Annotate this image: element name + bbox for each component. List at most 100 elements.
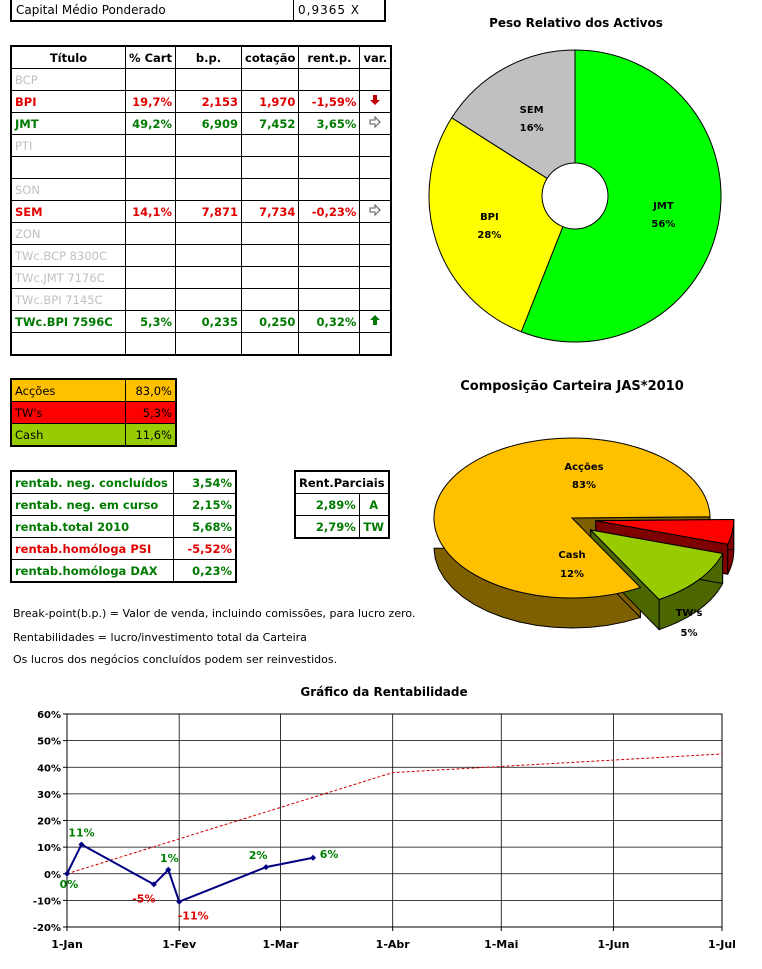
pie2-slice-value: 83% [572,480,596,491]
pie2-slice [589,529,724,601]
titles-header-row: Título % Cart b.p. cotação rent.p. var. [10,45,392,69]
data-point-marker [150,881,157,888]
title-name: SEM [10,200,126,223]
title-var [359,112,392,135]
partial-row: 2,89% A [294,493,390,516]
titles-row: BCP [10,68,392,91]
partial-tag: A [358,493,390,516]
y-tick-label: 40% [37,763,61,774]
titles-row: TWc.BPI 7145C [10,288,392,311]
composition-table: Acções 83,0% TW's 5,3% Cash 11,6% [10,378,177,447]
arrow-right-icon [369,203,381,217]
composition-value: 83,0% [125,378,177,402]
pie1-slice [451,49,576,180]
x-tick-label: 1-Fev [162,938,197,951]
pie1-slice-value: 28% [477,230,501,241]
titles-row: BPI 19,7% 2,153 1,970 -1,59% [10,90,392,113]
arrow-right-icon [369,115,381,129]
header-rent: rent.p. [298,45,361,69]
data-point-label: 11% [68,826,94,839]
title-cotacao [240,332,300,356]
return-row: rentab.homóloga DAX 0,23% [10,559,237,583]
pie2-slice [433,437,711,599]
y-tick-label: 10% [37,843,61,854]
title-var [359,332,392,356]
titles-row: TWc.BPI 7596C 5,3% 0,235 0,250 0,32% [10,310,392,333]
composition-row: TW's 5,3% [10,401,177,424]
title-cotacao: 1,970 [240,90,300,113]
x-tick-label: 1-Mai [484,938,518,951]
y-tick-label: 20% [37,817,61,828]
x-tick-label: 1-Jun [597,938,629,951]
x-tick-label: 1-Jan [51,938,83,951]
data-point-marker [165,866,172,873]
pie1-chart: JMT 56% BPI 28% SEM 16% [428,49,722,343]
title-cart: 49,2% [125,112,176,135]
capital-label: Capital Médio Ponderado [12,0,294,20]
composition-row: Acções 83,0% [10,378,177,402]
return-label: rentab.homóloga PSI [10,537,174,560]
data-point-label: 1% [160,852,179,865]
data-point-label: 6% [320,848,339,861]
titles-row: SEM 14,1% 7,871 7,734 -0,23% [10,200,392,223]
return-row: rentab. neg. em curso 2,15% [10,493,237,516]
composition-label: Cash [10,423,126,447]
titles-row [10,156,392,179]
title-name: TWc.BPI 7145C [10,288,126,311]
title-name: PTI [10,134,126,157]
x-tick-label: 1-Abr [376,938,411,951]
x-tick-label: 1-Mar [263,938,300,951]
partial-returns-table: Rent.Parciais 2,89% A 2,79% TW [294,470,390,539]
pie1-slice-label: JMT [652,201,674,212]
data-point-marker [64,870,70,877]
data-point-marker [176,898,183,905]
pie2-slice-label: Acções [564,462,603,473]
title-bp: 6,909 [175,112,242,135]
data-point-marker [310,854,317,861]
data-point-label: 2% [249,849,268,862]
y-tick-label: 50% [37,737,61,748]
partial-tag: TW [358,515,390,539]
pie2-chart: Acções 83% TW's 5% Cash 12% [433,437,735,639]
pie1-slice [520,49,722,343]
header-cotacao: cotação [240,45,300,69]
composition-value: 11,6% [125,423,177,447]
titles-row [10,332,392,356]
title-cart: 5,3% [125,310,176,333]
note-breakpoint: Break-point(b.p.) = Valor de venda, incl… [13,607,416,620]
data-point-marker [78,841,85,848]
pie1-title: Peso Relativo dos Activos [489,16,663,30]
partial-row: 2,79% TW [294,515,390,539]
return-label: rentab. neg. em curso [10,493,174,516]
return-row: rentab. neg. concluídos 3,54% [10,470,237,494]
x-tick-label: 1-Jul [708,938,736,951]
composition-label: TW's [10,401,126,424]
data-point-label: -5% [132,892,155,905]
pie2-slice-value: 5% [681,628,698,639]
pie2-title: Composição Carteira JAS*2010 [460,379,684,394]
target-line [66,753,723,875]
title-cotacao: 7,734 [240,200,300,223]
y-tick-label: 30% [37,790,61,801]
title-rent: 0,32% [298,310,361,333]
composition-value: 5,3% [125,401,177,424]
composition-row: Cash 11,6% [10,423,177,447]
title-cotacao: 0,250 [240,310,300,333]
title-name: TWc.JMT 7176C [10,266,126,289]
return-row: rentab.homóloga PSI -5,52% [10,537,237,560]
note-lucros: Os lucros dos negócios concluídos podem … [13,653,338,666]
capital-box: Capital Médio Ponderado 0,9365 X [10,0,386,22]
pie2-slice-value: 12% [560,569,584,580]
titles-row: JMT 49,2% 6,909 7,452 3,65% [10,112,392,135]
y-tick-label: 60% [37,710,61,721]
arrow-down-icon [370,95,381,105]
return-value: 0,23% [173,559,237,583]
data-point-label: -11% [178,910,209,923]
line-chart: -20% -10% 0% 10% 20% 30% 40% 50% 60% 1-Jan 1-Fev 1-… [33,710,736,951]
returns-table: rentab. neg. concluídos 3,54% rentab. neg.… [10,470,237,583]
return-value: -5,52% [173,537,237,560]
partial-value: 2,89% [294,493,360,516]
titles-table: Título % Cart b.p. cotação rent.p. var. … [10,45,393,356]
note-rentabilidades: Rentabilidades = lucro/investimento tota… [13,631,307,644]
